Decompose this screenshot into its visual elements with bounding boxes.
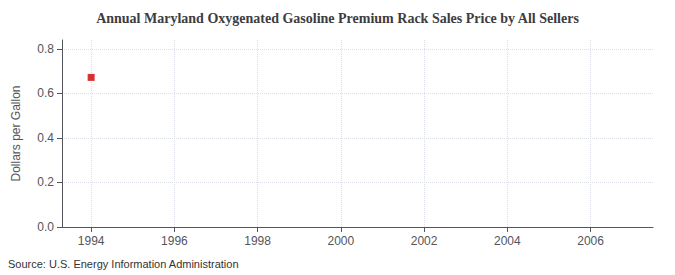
svg-text:Source: U.S. Energy Informatio: Source: U.S. Energy Information Administ… bbox=[8, 258, 239, 270]
svg-text:1998: 1998 bbox=[244, 234, 271, 248]
svg-text:0.6: 0.6 bbox=[37, 86, 54, 100]
svg-text:0.8: 0.8 bbox=[37, 42, 54, 56]
svg-text:2006: 2006 bbox=[577, 234, 604, 248]
svg-text:1996: 1996 bbox=[161, 234, 188, 248]
svg-text:0.2: 0.2 bbox=[37, 175, 54, 189]
svg-text:Annual Maryland Oxygenated Gas: Annual Maryland Oxygenated Gasoline Prem… bbox=[96, 11, 579, 26]
svg-text:Dollars per Gallon: Dollars per Gallon bbox=[9, 85, 23, 181]
svg-text:1994: 1994 bbox=[78, 234, 105, 248]
svg-text:2000: 2000 bbox=[328, 234, 355, 248]
svg-text:0.0: 0.0 bbox=[37, 220, 54, 234]
svg-text:2002: 2002 bbox=[411, 234, 438, 248]
svg-text:2004: 2004 bbox=[494, 234, 521, 248]
svg-text:0.4: 0.4 bbox=[37, 131, 54, 145]
